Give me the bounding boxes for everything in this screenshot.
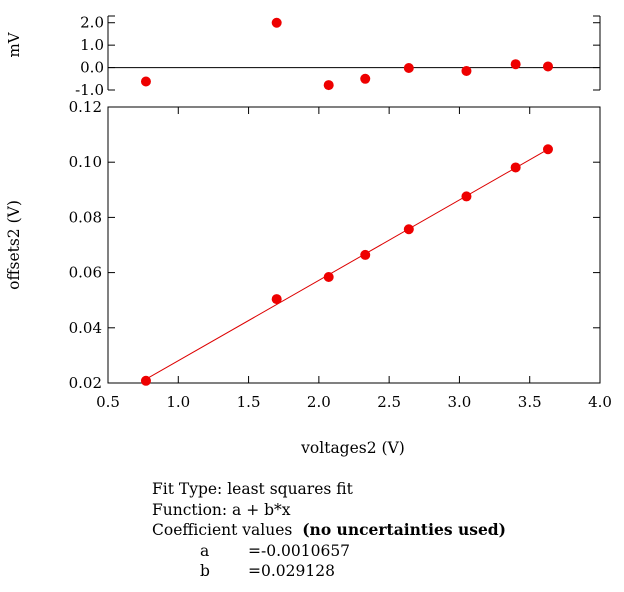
- main-panel: 0.02 0.04 0.06 0.08 0.10 0.12 0.5 1.0 1.5 2.0 2.5 3…: [5, 98, 612, 457]
- fit-type-label: Fit Type: least squares fit: [152, 480, 353, 498]
- data-point: [140, 375, 151, 386]
- coefficient-name: a: [200, 541, 210, 560]
- main-x-tick-label: 2.5: [377, 393, 401, 411]
- main-x-tick-label: 3.0: [447, 393, 471, 411]
- residuals-y-tick-label: 0.0: [80, 59, 104, 77]
- main-x-tick-label: 4.0: [588, 393, 612, 411]
- main-y-tick-label: 0.08: [69, 208, 102, 226]
- main-x-tick-label: 2.0: [307, 393, 331, 411]
- main-x-tick-label: 1.0: [166, 393, 190, 411]
- data-point: [461, 191, 472, 202]
- fit-results: Fit Type: least squares fit Function: a …: [152, 479, 506, 582]
- coefficient-name: b: [200, 562, 210, 580]
- residuals-y-tick-label: 1.0: [80, 36, 104, 54]
- coefficient-row-a: a =-0.0010657: [152, 541, 506, 562]
- main-x-tick-label: 0.5: [96, 393, 120, 411]
- fit-chart: -1.0 0.0 1.0 2.0 mV 0.02 0.04 0.06 0.08 0.10 0.12…: [5, 14, 612, 457]
- fit-line: [145, 148, 549, 380]
- coefficient-value: =0.029128: [248, 562, 335, 580]
- main-y-tick-label: 0.06: [69, 264, 102, 282]
- main-y-axis-label: offsets2 (V): [5, 200, 23, 290]
- residual-point: [271, 17, 282, 28]
- data-point: [271, 294, 282, 305]
- coefficient-heading: Coefficient values (no uncertainties use…: [152, 520, 506, 541]
- main-x-tick-label: 3.5: [518, 393, 542, 411]
- coefficient-value: =-0.0010657: [248, 541, 351, 560]
- main-plot-frame: [107, 106, 601, 384]
- residual-point: [360, 73, 371, 84]
- data-point: [510, 162, 521, 173]
- data-point: [403, 224, 414, 235]
- residual-point: [510, 59, 521, 70]
- main-y-tick-label: 0.12: [69, 98, 102, 116]
- coefficient-row-b: b =0.029128: [152, 561, 506, 582]
- data-point: [323, 272, 334, 283]
- residual-point: [323, 80, 334, 91]
- main-x-tick-label: 1.5: [237, 393, 261, 411]
- main-x-axis-label: voltages2 (V): [300, 439, 405, 457]
- residuals-panel: -1.0 0.0 1.0 2.0 mV: [5, 14, 601, 99]
- fit-function-label: Function: a + b*x: [152, 500, 291, 519]
- residual-point: [140, 76, 151, 87]
- coefficient-heading-text: Coefficient values: [152, 521, 293, 539]
- main-y-tick-label: 0.04: [69, 319, 102, 337]
- data-point: [542, 144, 553, 155]
- main-y-tick-label: 0.02: [69, 374, 102, 392]
- main-y-tick-label: 0.10: [69, 153, 102, 171]
- data-point: [360, 249, 371, 260]
- coefficient-note: (no uncertainties used): [302, 520, 506, 539]
- residuals-y-axis-label: mV: [5, 31, 23, 57]
- residual-point: [461, 65, 472, 76]
- residual-point: [403, 63, 414, 74]
- residuals-y-tick-label: 2.0: [80, 14, 104, 32]
- residual-point: [542, 61, 553, 72]
- residuals-y-tick-label: -1.0: [75, 81, 104, 99]
